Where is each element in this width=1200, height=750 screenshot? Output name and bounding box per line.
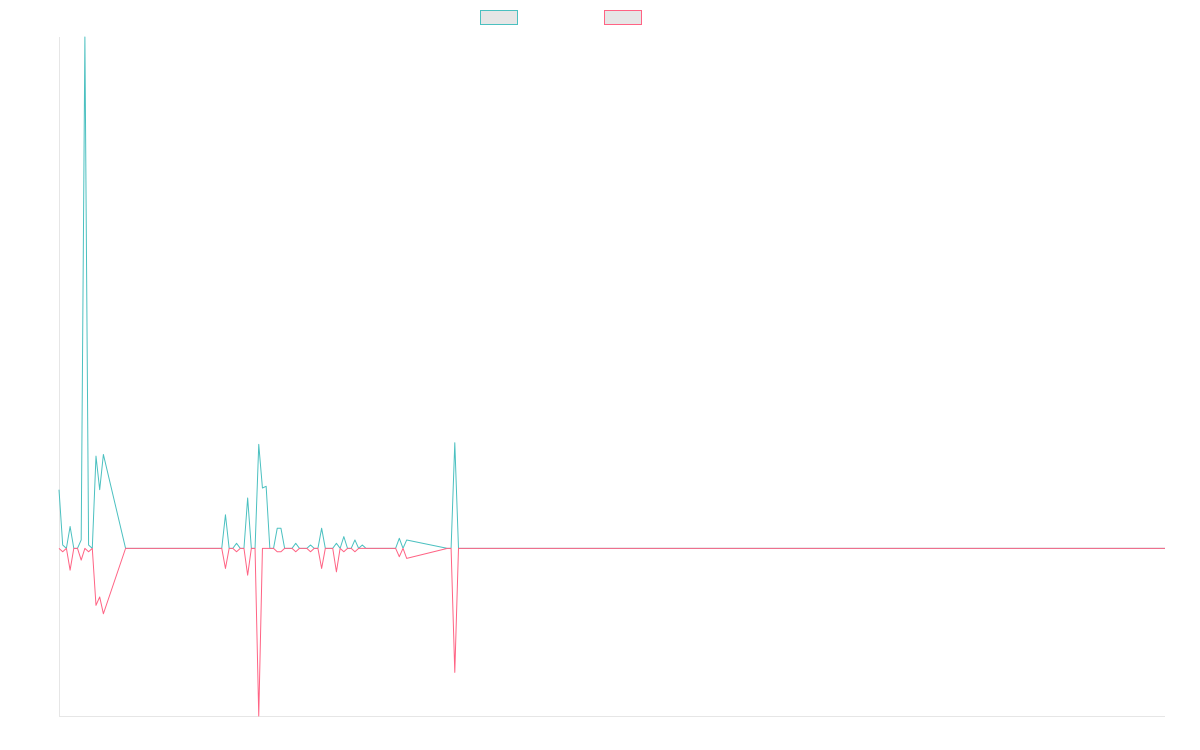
legend-swatch-1 [480,10,518,25]
series-line-2 [58,547,1165,717]
legend-item-2[interactable] [604,9,648,26]
legend-swatch-2 [604,10,642,25]
legend [0,9,1200,29]
legend-item-1[interactable] [480,9,524,26]
series-line-1 [58,36,1165,549]
